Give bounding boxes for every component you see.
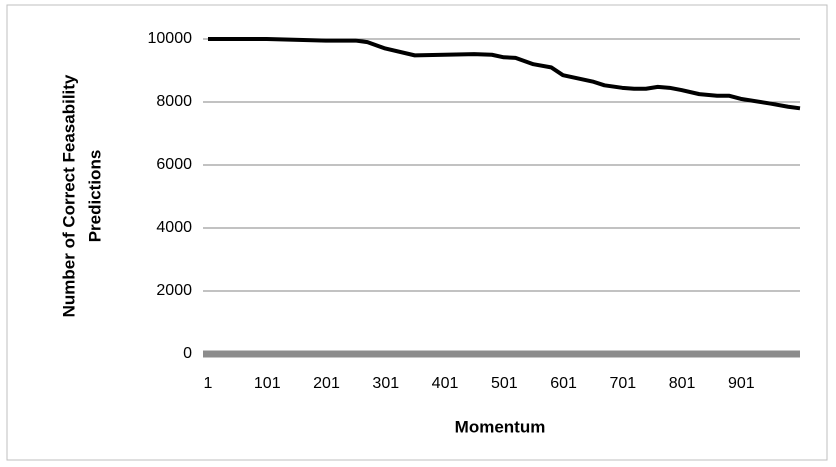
y-tick-label: 8000: [156, 93, 192, 110]
x-tick-label: 301: [372, 375, 399, 392]
data-line: [208, 37, 801, 111]
x-tick-label: 601: [550, 375, 577, 392]
y-axis-title-line: Predictions: [85, 150, 104, 243]
x-tick-label: 401: [432, 375, 459, 392]
x-tick-label: 101: [254, 375, 281, 392]
x-tick-label: 701: [609, 375, 636, 392]
x-tick-label: 901: [728, 375, 755, 392]
y-tick-label: 6000: [156, 156, 192, 173]
x-tick-label: 501: [491, 375, 518, 392]
y-axis-title-line: Number of Correct Feasability: [59, 74, 78, 317]
x-tick-label: 1: [204, 375, 213, 392]
y-tick-label: 0: [183, 345, 192, 362]
y-axis-title: Number of Correct Feasability Prediction…: [59, 74, 104, 317]
x-tick-label: 201: [313, 375, 340, 392]
y-tick-label: 2000: [156, 282, 192, 299]
y-tick-label: 10000: [148, 30, 193, 47]
y-tick-label: 4000: [156, 219, 192, 236]
x-tick-label: 801: [669, 375, 696, 392]
x-axis-title: Momentum: [455, 417, 546, 436]
chart-border: [6, 4, 828, 461]
